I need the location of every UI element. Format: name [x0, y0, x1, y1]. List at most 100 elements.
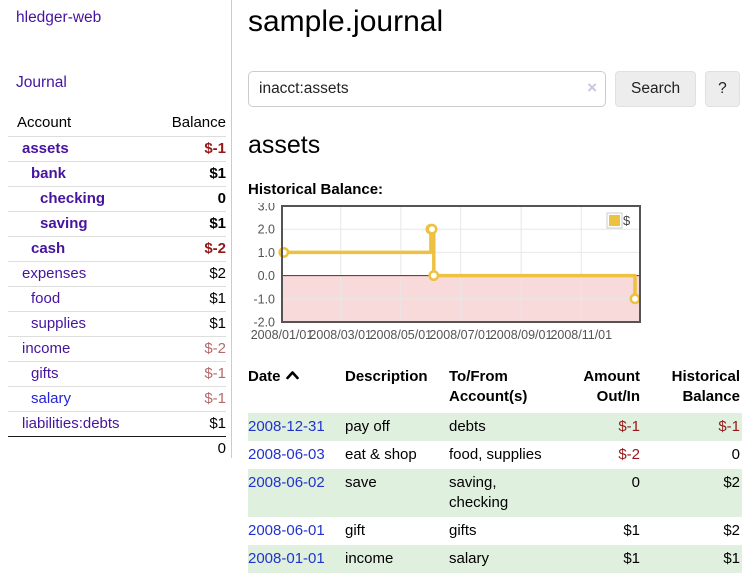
account-link-salary[interactable]: salary [31, 390, 72, 407]
account-row: supplies $1 [8, 311, 226, 337]
account-link-bank[interactable]: bank [31, 165, 67, 182]
account-row: gifts $-1 [8, 361, 226, 387]
register-balance-cell: $-1 [718, 418, 740, 435]
account-name-cell: bank [8, 161, 155, 187]
search-input[interactable] [248, 71, 606, 107]
register-date-cell: 2008-06-01 [248, 517, 345, 545]
x-tick-label: 2008/07/01 [429, 328, 492, 342]
register-row[interactable]: 2008-06-03 eat & shop food, supplies $-2 0 [248, 441, 742, 469]
total-spacer [8, 436, 155, 461]
sidebar-item-journal[interactable]: Journal [16, 74, 67, 91]
register-header-row: Date Description To/From Account(s) Amou… [248, 365, 742, 413]
account-link-checking[interactable]: checking [40, 190, 106, 207]
chart-title: Historical Balance: [248, 181, 384, 198]
accounts-header-account: Account [17, 114, 72, 131]
app-title-link[interactable]: hledger-web [16, 9, 102, 26]
main-content: sample.journal × Search ? assets Histori… [248, 0, 742, 573]
clear-search-icon[interactable]: × [587, 78, 597, 97]
account-name-cell: salary [8, 386, 155, 412]
account-name-cell: checking [8, 186, 155, 212]
register-date-cell: 2008-06-03 [248, 441, 345, 469]
sidebar: hledger-web Journal Account Balance asse… [0, 0, 232, 461]
account-link-supplies[interactable]: supplies [31, 315, 87, 332]
search-help-button[interactable]: ? [705, 71, 740, 107]
register-balance-cell: $2 [723, 474, 740, 491]
account-row: income $-2 [8, 336, 226, 362]
y-tick-label: 3.0 [258, 203, 275, 214]
legend-label: $ [623, 213, 631, 228]
account-link-cash[interactable]: cash [31, 240, 66, 257]
search-button[interactable]: Search [615, 71, 697, 107]
account-name-cell: gifts [8, 361, 155, 387]
account-heading: assets [248, 131, 321, 159]
accounts-total-value: 0 [154, 436, 226, 461]
register-balance-cell: $2 [723, 522, 740, 539]
register-header-balance: Historical Balance [671, 368, 740, 405]
register-date-cell: 2008-12-31 [248, 413, 345, 441]
balance-chart: 3.0 2.0 1.0 0.0 -1.0 -2.02008/01/012008/03/01… [251, 203, 641, 342]
account-balance: $1 [154, 161, 226, 187]
transaction-date-link[interactable]: 2008-12-31 [248, 418, 325, 435]
page-title: sample.journal [248, 5, 444, 38]
y-tick-label: -1.0 [253, 292, 275, 306]
register-row[interactable]: 2008-01-01 income salary $1 $1 [248, 545, 742, 573]
data-point-marker[interactable] [428, 270, 440, 282]
transaction-date-link[interactable]: 2008-06-03 [248, 446, 325, 463]
account-name-cell: cash [8, 236, 155, 262]
register-header-accounts: To/From Account(s) [449, 368, 528, 405]
transaction-date-link[interactable]: 2008-06-01 [248, 522, 325, 539]
account-link-assets[interactable]: assets [22, 140, 69, 157]
register-amount-cell: $-1 [618, 418, 640, 435]
account-row: bank $1 [8, 161, 226, 187]
register-header-date[interactable]: Date [248, 365, 345, 413]
register-amount-cell: 0 [631, 474, 640, 491]
transaction-date-link[interactable]: 2008-06-02 [248, 474, 325, 491]
account-link-saving[interactable]: saving [40, 215, 88, 232]
register-amount-cell: $-2 [618, 446, 640, 463]
register-description-cell: gift [345, 522, 366, 539]
account-link-expenses[interactable]: expenses [22, 265, 87, 282]
register-balance-cell: $1 [723, 550, 740, 567]
register-row[interactable]: 2008-06-02 save saving, checking 0 $2 [248, 469, 742, 517]
account-balance: $-2 [154, 336, 226, 362]
data-point-marker[interactable] [278, 246, 290, 258]
account-name-cell: expenses [8, 261, 155, 287]
register-row[interactable]: 2008-12-31 pay off debts $-1 $-1 [248, 413, 742, 441]
x-tick-label: 2008/11/01 [550, 328, 612, 342]
account-row: saving $1 [8, 211, 226, 237]
account-balance: 0 [154, 186, 226, 212]
account-row: salary $-1 [8, 386, 226, 412]
account-name-cell: liabilities:debts [8, 411, 155, 437]
register-header-description: Description [345, 368, 428, 385]
search-box: × [248, 71, 606, 107]
data-point-marker[interactable] [629, 293, 641, 305]
register-row[interactable]: 2008-06-01 gift gifts $1 $2 [248, 517, 742, 545]
account-link-food[interactable]: food [31, 290, 61, 307]
register-description-cell: income [345, 550, 394, 567]
account-link-gifts[interactable]: gifts [31, 365, 59, 382]
register-description-cell: save [345, 474, 377, 491]
register-description-cell: eat & shop [345, 446, 417, 463]
register-accounts-cell: saving, checking [449, 474, 509, 511]
account-link-liabilities-debts[interactable]: liabilities:debts [22, 415, 120, 432]
account-balance: $2 [154, 261, 226, 287]
register-accounts-cell: salary [449, 550, 490, 567]
account-row: expenses $2 [8, 261, 226, 287]
account-row: checking 0 [8, 186, 226, 212]
accounts-header-balance: Balance [171, 114, 226, 131]
transaction-date-link[interactable]: 2008-01-01 [248, 550, 325, 567]
data-point-marker[interactable] [426, 223, 438, 235]
legend-swatch [609, 215, 620, 226]
register-date-cell: 2008-01-01 [248, 545, 345, 573]
account-link-income[interactable]: income [22, 340, 71, 357]
account-name-cell: assets [8, 136, 155, 162]
account-name-cell: saving [8, 211, 155, 237]
register-amount-cell: $1 [623, 522, 640, 539]
account-balance: $-1 [154, 361, 226, 387]
account-row: cash $-2 [8, 236, 226, 262]
account-name-cell: supplies [8, 311, 155, 337]
register-description-cell: pay off [345, 418, 390, 435]
x-tick-label: 2008/05/01 [370, 328, 433, 342]
account-name-cell: food [8, 286, 155, 312]
account-row: liabilities:debts $1 [8, 411, 226, 437]
